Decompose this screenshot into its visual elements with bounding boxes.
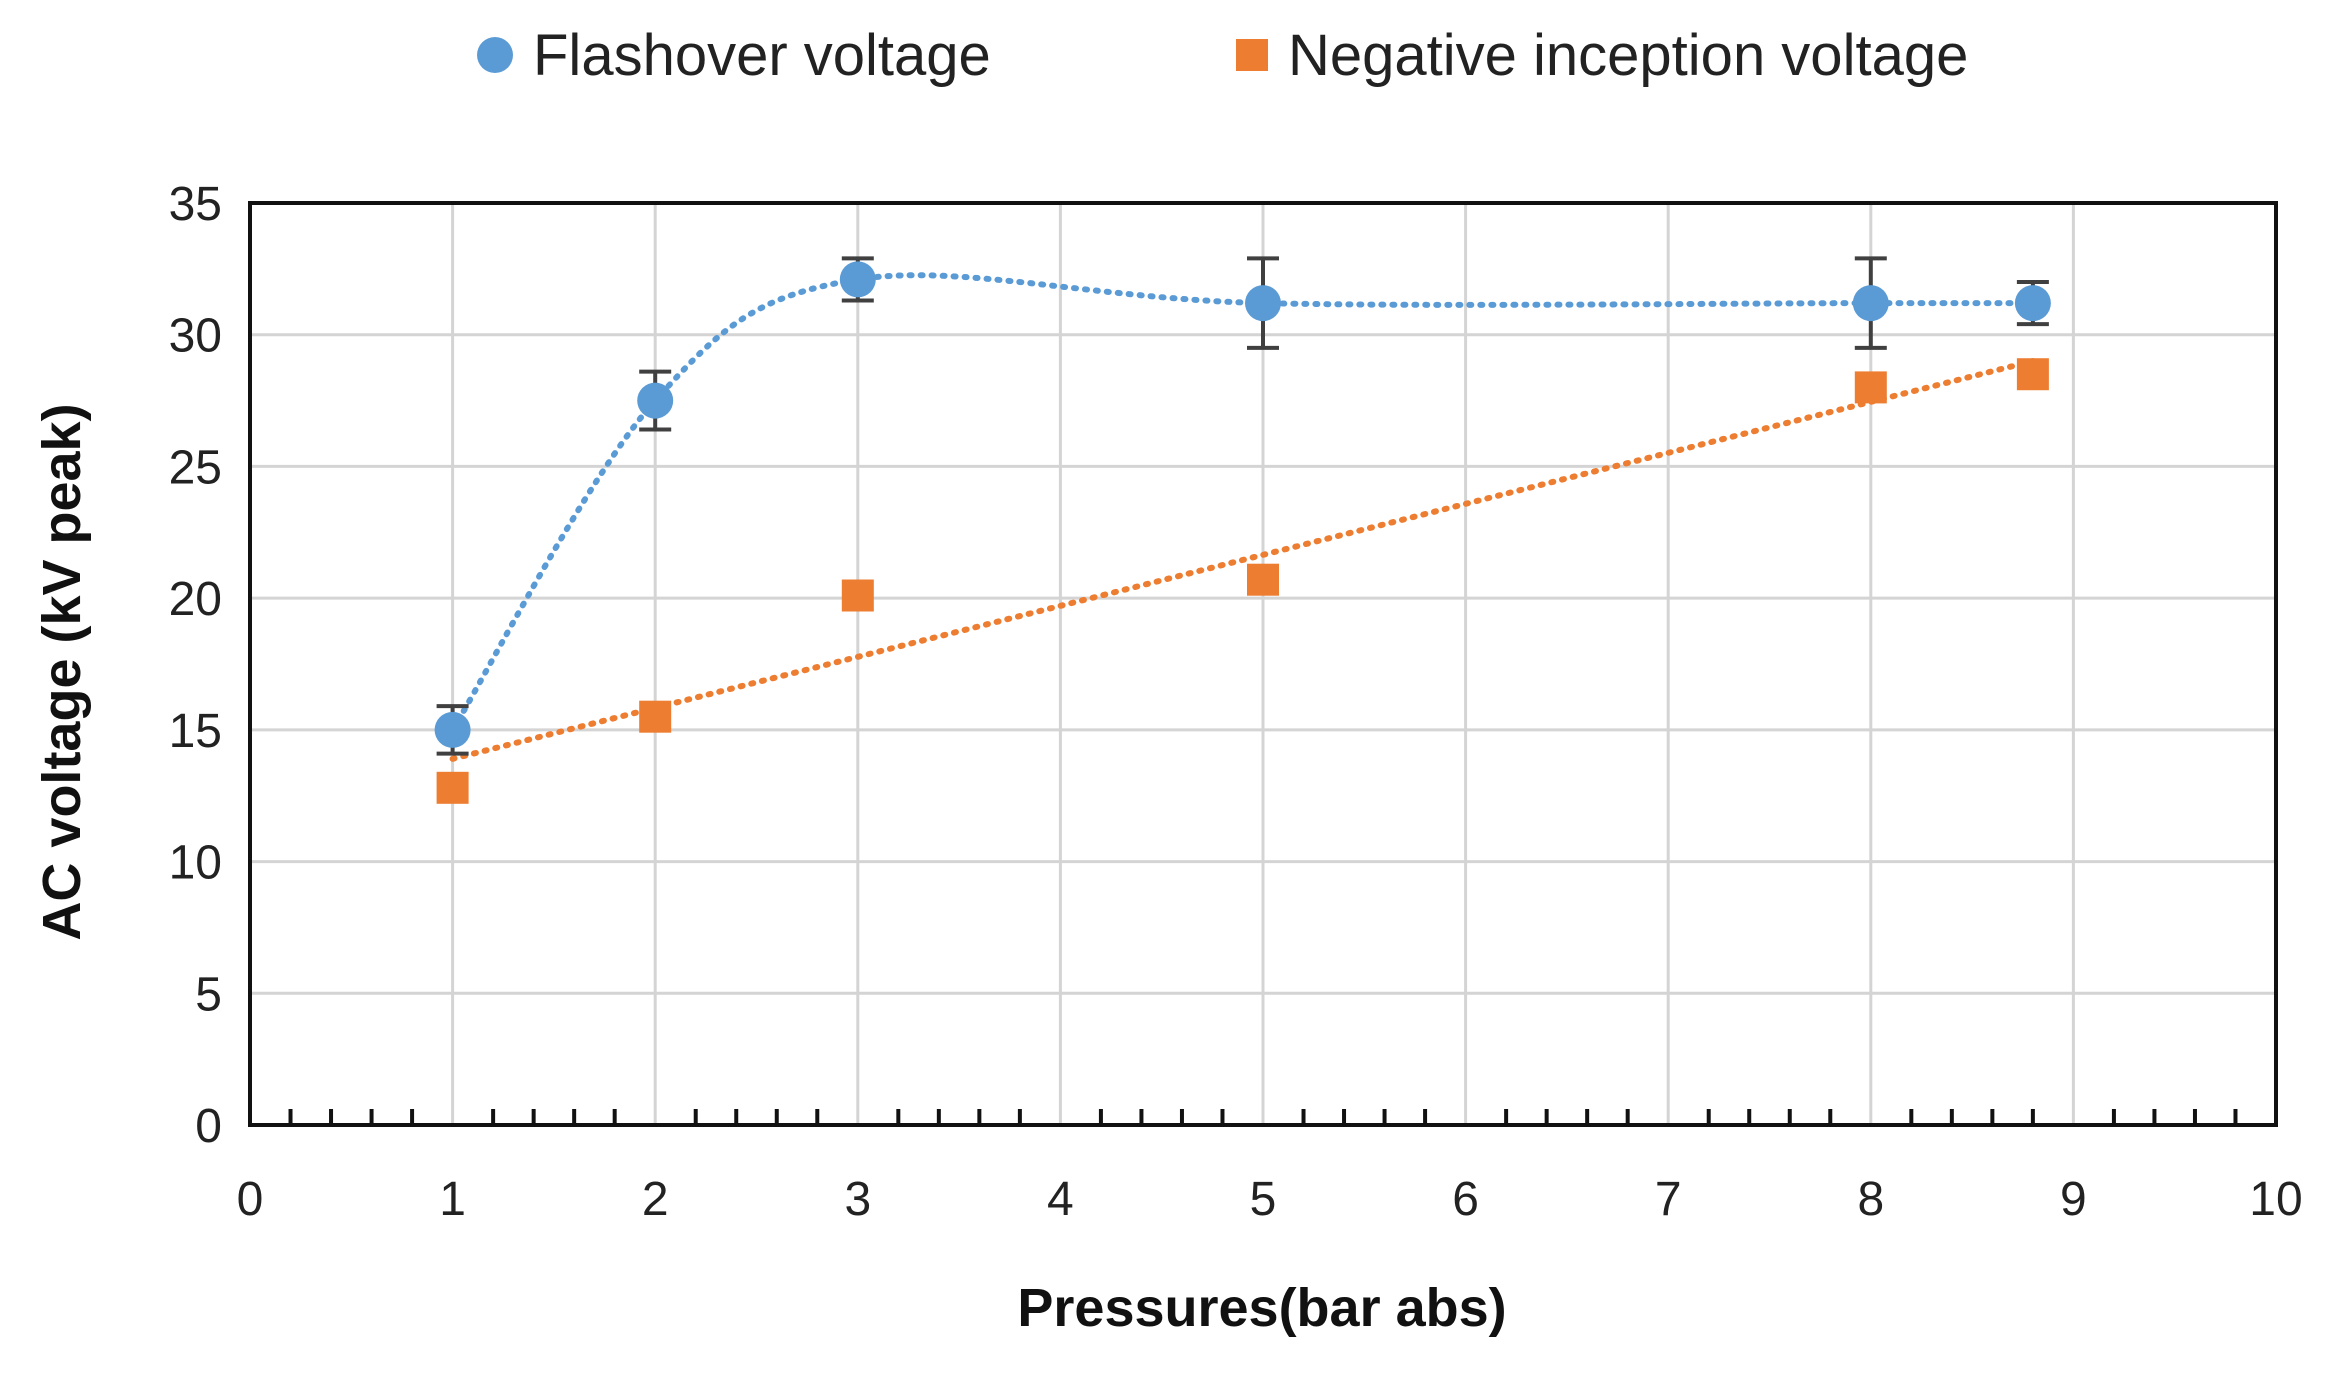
- trendlines: [449, 272, 2036, 762]
- point-1: [841, 579, 874, 612]
- data-markers: [434, 261, 2051, 804]
- x-tick-label: 1: [439, 1173, 466, 1226]
- error-bars: [436, 256, 2049, 756]
- y-tick-label: 20: [169, 573, 222, 626]
- point-0: [839, 261, 876, 298]
- x-tick-label: 4: [1047, 1173, 1074, 1226]
- point-0: [637, 382, 674, 419]
- point-1: [1247, 563, 1279, 596]
- x-tick-label: 3: [844, 1173, 871, 1226]
- x-tick-label: 2: [642, 1173, 669, 1226]
- legend-label: Flashover voltage: [533, 23, 991, 88]
- point-1: [2016, 358, 2049, 391]
- x-tick-label: 6: [1452, 1173, 1479, 1226]
- y-tick-label: 30: [169, 310, 222, 363]
- y-tick-label: 0: [195, 1100, 222, 1153]
- point-0: [1852, 285, 1889, 322]
- trendline-0: [449, 272, 2036, 733]
- x-tick-label: 0: [237, 1173, 264, 1226]
- x-axis-title: Pressures(bar abs): [1017, 1278, 1506, 1338]
- point-0: [1245, 285, 1281, 322]
- x-tick-label: 7: [1655, 1173, 1682, 1226]
- y-tick-label: 15: [169, 705, 222, 758]
- y-axis-title: AC voltage (kV peak): [32, 403, 92, 940]
- legend-marker: [1236, 39, 1268, 71]
- point-0: [2014, 285, 2051, 322]
- y-tick-label: 35: [169, 178, 222, 231]
- x-tick-label: 8: [1857, 1173, 1884, 1226]
- point-1: [639, 700, 672, 733]
- x-tick-label: 10: [2249, 1173, 2302, 1226]
- trendline-1: [449, 358, 2036, 762]
- y-tick-label: 5: [195, 968, 222, 1021]
- y-tick-label: 25: [169, 441, 222, 494]
- legend-marker: [477, 37, 513, 73]
- x-tick-label: 5: [1250, 1173, 1277, 1226]
- x-tick-label: 9: [2060, 1173, 2087, 1226]
- y-tick-label: 10: [169, 837, 222, 890]
- legend-label: Negative inception voltage: [1288, 23, 1968, 88]
- plot-frame: [248, 201, 2278, 1127]
- point-0: [434, 711, 471, 748]
- axes: 0 1 2 3 4 5 6 7 8 9 10 0 5 10 15 20 25 30 35: [169, 178, 2303, 1226]
- legend: Flashover voltage Negative inception volt…: [477, 23, 1968, 88]
- point-1: [1854, 371, 1887, 404]
- point-1: [436, 771, 469, 804]
